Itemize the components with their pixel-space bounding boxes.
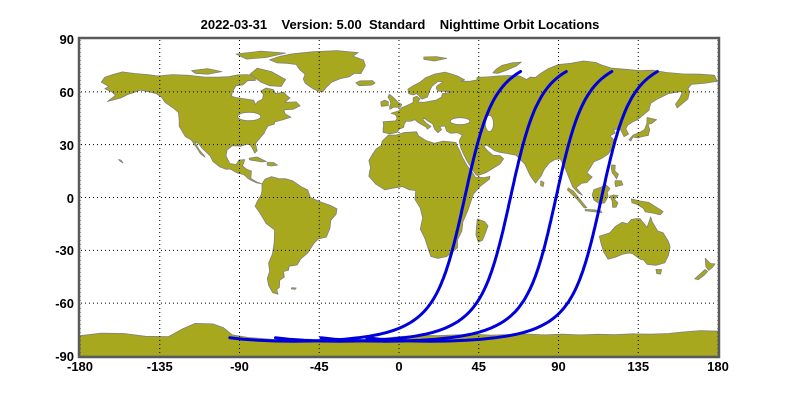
land-hispaniola — [266, 162, 278, 167]
land-sri-lanka — [540, 180, 545, 187]
chart-title: 2022-03-31 Version: 5.00 Standard Nightt… — [200, 17, 600, 32]
plot-frame — [77, 36, 721, 359]
y-tick-label-30: 30 — [59, 137, 74, 153]
land-south-america — [254, 176, 338, 295]
y-tick-label--60: -60 — [55, 296, 74, 312]
land-new-zealand-north — [704, 257, 716, 271]
y-tick-label-0: 0 — [66, 190, 74, 206]
land-cuba — [248, 156, 267, 163]
orbit-track-4 — [365, 70, 659, 343]
land-luzon — [610, 164, 619, 180]
land-svalbard — [423, 56, 448, 62]
land-novaya-zemlya — [492, 61, 522, 74]
orbit-track-2 — [274, 70, 568, 343]
y-tick-label--30: -30 — [55, 243, 74, 259]
land-australia — [598, 216, 671, 266]
land-iceland — [355, 80, 376, 87]
x-tick-label--180: -180 — [66, 359, 94, 374]
x-tick-label-0: 0 — [395, 359, 403, 374]
land-baffin-island — [249, 67, 286, 87]
x-tick-label-180: 180 — [707, 359, 729, 374]
land-falkland-islands — [290, 287, 297, 290]
land-new-guinea — [630, 198, 664, 216]
land-new-zealand-south — [694, 269, 709, 280]
y-tick-label-60: 60 — [59, 84, 74, 100]
land-victoria-island — [191, 68, 223, 75]
x-tick-label--45: -45 — [309, 359, 329, 374]
land-ireland — [380, 99, 389, 107]
land-great-britain — [387, 93, 403, 110]
land-japan — [628, 117, 657, 142]
lake-black-sea — [449, 117, 471, 126]
orbit-track-3 — [319, 70, 614, 343]
land-greenland — [269, 50, 366, 93]
land-mindanao — [614, 180, 624, 187]
x-tick-label-135: 135 — [627, 359, 650, 374]
land-tasmania — [655, 269, 662, 275]
land-hawaii — [118, 159, 124, 164]
orbit-track-1 — [228, 70, 523, 343]
land-ellesmere-island — [235, 50, 286, 60]
x-tick-label-45: 45 — [471, 359, 486, 374]
lake-great-lakes — [237, 111, 262, 122]
x-tick-label--90: -90 — [230, 359, 249, 374]
x-tick-label--135: -135 — [146, 359, 173, 374]
lake-caspian-sea — [484, 115, 494, 133]
x-tick-label-90: 90 — [551, 359, 566, 374]
land-sulawesi — [609, 194, 619, 208]
land-north-america — [100, 71, 301, 185]
y-tick-label--90: -90 — [55, 349, 74, 364]
y-tick-label-90: 90 — [59, 32, 74, 47]
